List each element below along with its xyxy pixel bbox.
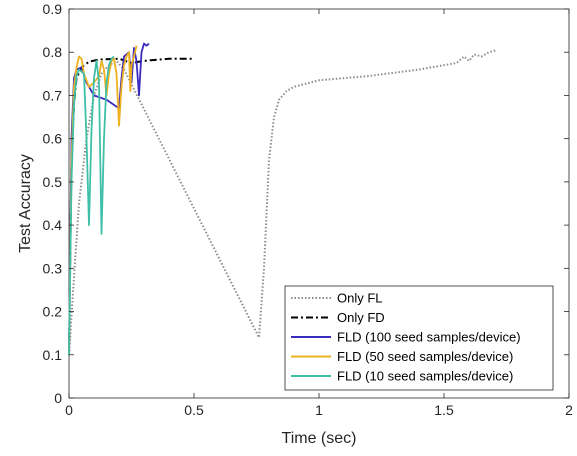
y-tick-label: 0.1 — [43, 347, 63, 363]
y-tick-label: 0.4 — [43, 217, 63, 233]
series-line-4 — [68, 45, 138, 355]
series-line-1 — [68, 49, 497, 355]
legend-label: Only FD — [337, 310, 385, 325]
axis-ticks: 0 0.5 1 1.5 2 0 0.1 0.2 0.3 0.4 0.5 0.6 0.7 0.8 0.9 — [43, 1, 574, 418]
x-tick-label: 1 — [315, 402, 323, 418]
y-axis-label: Test Accuracy — [17, 154, 34, 253]
y-tick-label: 0.2 — [43, 304, 63, 320]
y-tick-label: 0.9 — [43, 1, 63, 17]
x-tick-label: 2 — [565, 402, 573, 418]
series-line-5 — [68, 55, 115, 355]
y-tick-label: 0 — [54, 390, 62, 406]
legend-label: Only FL — [337, 291, 383, 306]
x-tick-label: 0.5 — [184, 402, 204, 418]
y-tick-label: 0.3 — [43, 260, 63, 276]
x-tick-label: 1.5 — [434, 402, 454, 418]
y-tick-label: 0.7 — [43, 87, 63, 103]
x-tick-label: 0 — [65, 402, 73, 418]
y-tick-label: 0.6 — [43, 131, 63, 147]
series-line-3 — [68, 42, 150, 355]
y-tick-label: 0.8 — [43, 44, 63, 60]
legend: Only FL Only FD FLD (100 seed samples/devi… — [284, 285, 554, 391]
y-tick-label: 0.5 — [43, 174, 63, 190]
series-lines — [68, 42, 497, 355]
legend-label: FLD (100 seed samples/device) — [337, 330, 521, 345]
legend-label: FLD (10 seed samples/device) — [337, 369, 513, 384]
x-axis-label: Time (sec) — [282, 430, 357, 447]
legend-label: FLD (50 seed samples/device) — [337, 349, 513, 364]
